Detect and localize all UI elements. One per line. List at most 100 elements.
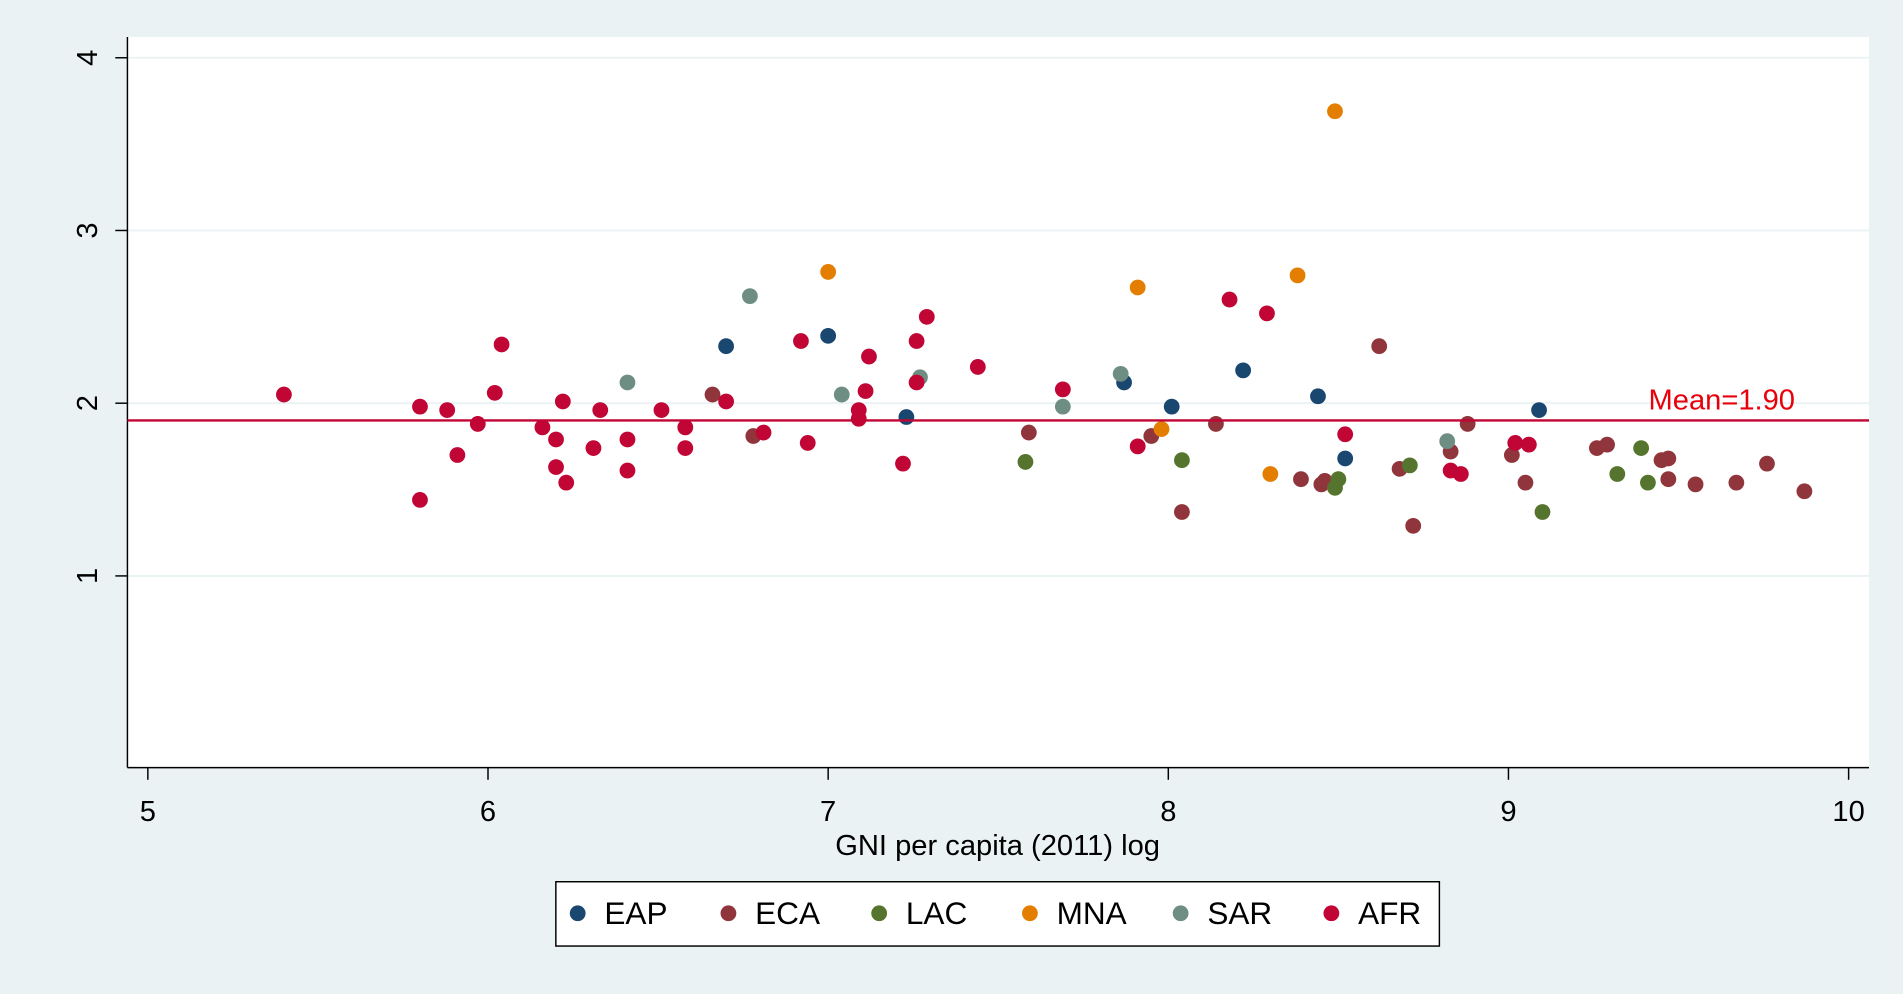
data-point: [558, 474, 575, 491]
data-point: [548, 431, 564, 448]
data-point: [554, 393, 571, 410]
data-point: [1163, 398, 1180, 415]
data-point: [439, 402, 456, 418]
legend-marker: [1022, 905, 1038, 922]
data-point: [969, 359, 986, 375]
mean-label: Mean=1.90: [1649, 385, 1795, 417]
x-axis-title: GNI per capita (2011) log: [835, 830, 1160, 862]
data-point: [412, 492, 428, 508]
data-point: [742, 288, 758, 304]
data-point: [276, 386, 292, 403]
x-tick-label: 10: [1832, 796, 1864, 828]
y-tick-label: 2: [72, 395, 104, 411]
data-point: [1129, 438, 1146, 455]
data-point: [1262, 466, 1279, 482]
data-point: [1017, 454, 1034, 470]
data-point: [653, 402, 670, 418]
data-point: [1439, 433, 1456, 450]
legend-label: LAC: [906, 895, 967, 931]
legend-label: MNA: [1057, 895, 1127, 931]
y-tick-label: 1: [72, 568, 104, 584]
data-point: [1337, 426, 1354, 443]
data-point: [1503, 447, 1520, 463]
legend-label: SAR: [1207, 895, 1272, 931]
data-point: [1660, 450, 1677, 467]
data-point: [898, 409, 915, 425]
data-point: [412, 398, 428, 415]
data-point: [1796, 483, 1813, 500]
data-point: [1330, 471, 1347, 488]
data-point: [1112, 365, 1129, 382]
data-point: [1452, 466, 1469, 482]
data-point: [619, 374, 636, 391]
data-point: [1208, 416, 1224, 432]
data-point: [918, 308, 935, 325]
data-point: [1520, 436, 1537, 453]
data-point: [1129, 279, 1146, 296]
data-point: [850, 410, 867, 427]
data-point: [1405, 517, 1422, 534]
data-point: [755, 424, 772, 441]
data-point: [1153, 421, 1170, 437]
data-point: [895, 455, 911, 472]
data-point: [908, 333, 925, 349]
data-point: [1459, 416, 1476, 432]
data-point: [1310, 388, 1326, 405]
data-point: [1759, 455, 1775, 472]
data-point: [1221, 291, 1238, 308]
legend-label: EAP: [604, 895, 667, 931]
data-point: [1633, 440, 1650, 456]
data-point: [493, 336, 510, 353]
x-tick-label: 5: [140, 796, 156, 828]
data-point: [619, 431, 636, 448]
data-point: [534, 419, 551, 436]
data-point: [1337, 450, 1354, 467]
data-point: [1599, 436, 1615, 453]
data-point: [677, 419, 694, 436]
data-point: [1507, 435, 1524, 451]
data-point: [592, 402, 609, 418]
data-point: [1293, 471, 1309, 488]
data-point: [857, 383, 874, 399]
data-point: [1609, 466, 1626, 482]
data-point: [548, 459, 564, 475]
data-point: [1531, 402, 1547, 418]
data-point: [704, 386, 721, 403]
x-tick-label: 7: [820, 796, 836, 828]
data-point: [820, 264, 837, 280]
legend-marker: [871, 905, 888, 922]
legend-marker: [720, 905, 737, 922]
data-point: [833, 386, 850, 403]
data-point: [1687, 476, 1704, 493]
x-tick-label: 6: [480, 796, 496, 828]
data-point: [1174, 504, 1190, 520]
data-point: [718, 393, 734, 410]
y-tick-label: 3: [72, 222, 104, 238]
data-point: [1259, 305, 1275, 322]
data-point: [1174, 452, 1190, 469]
data-point: [820, 327, 837, 344]
data-point: [1401, 457, 1418, 474]
data-point: [1235, 362, 1252, 379]
legend-label: ECA: [755, 895, 820, 931]
data-point: [1327, 103, 1343, 120]
legend-marker: [1172, 905, 1189, 922]
data-point: [793, 333, 809, 349]
data-point: [585, 440, 602, 456]
x-tick-label: 9: [1500, 796, 1516, 828]
x-tick-label: 8: [1160, 796, 1176, 828]
data-point: [1660, 471, 1677, 488]
data-point: [1640, 474, 1656, 491]
data-point: [1371, 338, 1388, 355]
data-point: [718, 338, 734, 355]
data-point: [908, 374, 925, 391]
data-point: [1020, 424, 1037, 441]
legend-box: [555, 880, 1441, 947]
data-point: [619, 462, 636, 479]
data-point: [1534, 504, 1551, 520]
legend-marker: [1323, 905, 1340, 922]
data-point: [1289, 267, 1306, 284]
data-point: [449, 447, 466, 463]
data-point: [1054, 381, 1071, 398]
